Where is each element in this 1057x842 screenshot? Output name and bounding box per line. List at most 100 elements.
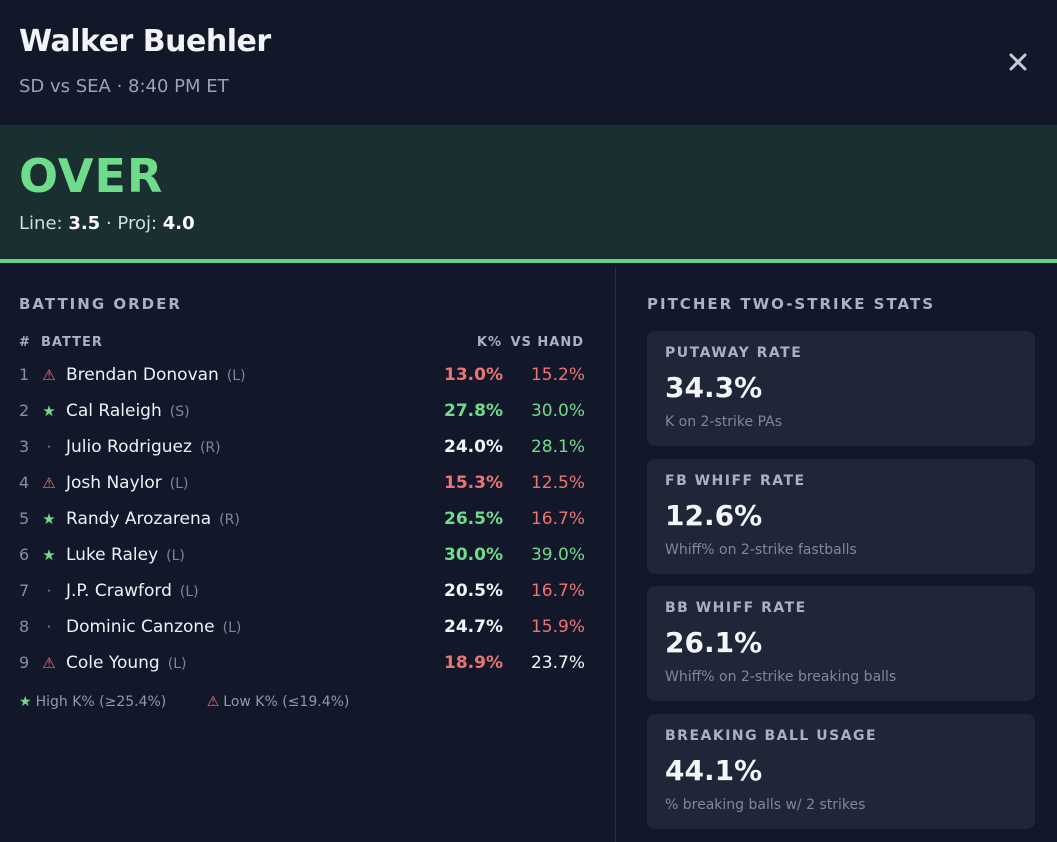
stat-card: BREAKING BALL USAGE 44.1% % breaking balls… [647, 713, 1035, 829]
batter-name-cell: Cal Raleigh (S) [66, 393, 190, 430]
batter-name: Julio Rodriguez [66, 437, 192, 457]
batter-row: 3 · Julio Rodriguez (R) 24.0% 28.1% [0, 429, 616, 465]
batter-name: Josh Naylor [66, 473, 162, 493]
dot-icon: · [46, 582, 52, 600]
col-vs-header: VS HAND [510, 335, 584, 350]
batter-name: J.P. Crawford [66, 581, 172, 601]
warning-icon: ⚠ [206, 694, 220, 710]
vs-hand-rate: 39.0% [530, 545, 585, 565]
batter-row: 6 ★ Luke Raley (L) 30.0% 39.0% [0, 537, 616, 573]
col-num-header: # [19, 335, 31, 350]
legend-low-label: Low K% (≤19.4%) [223, 694, 350, 710]
stat-description: % breaking balls w/ 2 strikes [665, 796, 866, 813]
batter-row: 8 · Dominic Canzone (L) 24.7% 15.9% [0, 609, 616, 645]
batter-name-cell: Josh Naylor (L) [66, 465, 189, 502]
vs-hand-rate: 16.7% [530, 581, 585, 601]
col-k-header: K% [476, 335, 502, 350]
batting-position: 5 [19, 509, 30, 528]
batting-order-title: BATTING ORDER [19, 295, 182, 313]
k-rate: 27.8% [444, 401, 503, 421]
stat-value: 34.3% [665, 371, 763, 404]
legend: ★ High K% (≥25.4%) ⚠ Low K% (≤19.4%) [19, 694, 385, 710]
legend-low: ⚠ Low K% (≤19.4%) [207, 694, 368, 710]
stat-label: PUTAWAY RATE [665, 345, 803, 361]
col-batter-header: BATTER [41, 335, 103, 350]
vs-hand-rate: 15.9% [530, 617, 585, 637]
batting-position: 6 [19, 545, 30, 564]
batter-name-cell: Dominic Canzone (L) [66, 609, 241, 646]
verdict-banner: OVER Line: 3.5 · Proj: 4.0 [0, 125, 1057, 263]
batter-name: Brendan Donovan [66, 365, 219, 385]
stat-value: 26.1% [665, 626, 763, 659]
batter-name: Cole Young [66, 653, 160, 673]
batter-name-cell: Julio Rodriguez (R) [66, 429, 221, 466]
k-rate: 15.3% [444, 473, 503, 493]
stat-card: FB WHIFF RATE 12.6% Whiff% on 2-strike fas… [647, 458, 1035, 574]
batting-position: 2 [19, 401, 30, 420]
batter-hand: (L) [166, 548, 185, 564]
k-rate: 30.0% [444, 545, 503, 565]
modal-header: Walker Buehler SD vs SEA · 8:40 PM ET [0, 0, 1057, 125]
star-icon: ★ [42, 510, 56, 528]
batter-hand: (L) [226, 368, 246, 384]
batter-hand: (L) [167, 656, 187, 672]
batting-position: 4 [19, 473, 30, 492]
k-rate: 18.9% [444, 653, 503, 673]
stat-description: K on 2-strike PAs [665, 414, 782, 430]
batting-order-panel: BATTING ORDER # BATTER K% VS HAND 1 ⚠ Bren… [0, 267, 616, 842]
vs-hand-rate: 28.1% [530, 437, 585, 457]
batter-row: 1 ⚠ Brendan Donovan (L) 13.0% 15.2% [0, 357, 616, 393]
warning-icon: ⚠ [42, 654, 56, 672]
batter-hand: (S) [169, 404, 190, 420]
batter-name: Randy Arozarena [66, 509, 212, 529]
vs-hand-rate: 16.7% [530, 509, 585, 529]
stat-card: PUTAWAY RATE 34.3% K on 2-strike PAs [647, 331, 1035, 446]
star-icon: ★ [19, 694, 32, 710]
k-rate: 24.7% [444, 617, 503, 637]
batter-name-cell: J.P. Crawford (L) [66, 573, 199, 610]
batter-hand: (R) [219, 512, 240, 528]
batter-hand: (L) [222, 620, 242, 636]
star-icon: ★ [42, 546, 56, 564]
stat-description: Whiff% on 2-strike fastballs [665, 541, 857, 558]
warning-icon: ⚠ [42, 366, 56, 384]
batter-name: Dominic Canzone [66, 617, 215, 637]
close-button[interactable] [1000, 44, 1036, 80]
batter-name: Luke Raley [66, 545, 159, 565]
stat-label: BB WHIFF RATE [665, 600, 807, 616]
batting-position: 8 [19, 617, 30, 636]
stat-description: Whiff% on 2-strike breaking balls [665, 669, 897, 685]
batter-hand: (R) [199, 440, 221, 456]
batter-name-cell: Brendan Donovan (L) [66, 357, 246, 394]
batter-name-cell: Randy Arozarena (R) [66, 501, 240, 538]
k-rate: 20.5% [444, 581, 503, 601]
vs-hand-rate: 12.5% [530, 473, 585, 493]
dot-icon: · [46, 618, 52, 636]
batting-position: 1 [19, 365, 30, 384]
batter-name-cell: Cole Young (L) [66, 645, 186, 682]
k-rate: 26.5% [444, 509, 503, 529]
batter-row: 2 ★ Cal Raleigh (S) 27.8% 30.0% [0, 393, 616, 429]
close-icon [1009, 53, 1027, 71]
stat-card: BB WHIFF RATE 26.1% Whiff% on 2-strike bre… [647, 586, 1035, 701]
warning-icon: ⚠ [42, 474, 56, 492]
legend-high: ★ High K% (≥25.4%) [19, 694, 184, 710]
pitcher-stats-title: PITCHER TWO-STRIKE STATS [647, 295, 936, 313]
star-icon: ★ [42, 402, 56, 420]
proj-value: 4.0 [162, 213, 195, 234]
batter-row: 7 · J.P. Crawford (L) 20.5% 16.7% [0, 573, 616, 609]
vs-hand-rate: 23.7% [530, 653, 585, 673]
vs-hand-rate: 15.2% [530, 365, 585, 385]
vs-hand-rate: 30.0% [530, 401, 585, 421]
game-info: SD vs SEA · 8:40 PM ET [19, 76, 229, 97]
batting-position: 9 [19, 653, 30, 672]
batter-name-cell: Luke Raley (L) [66, 537, 185, 574]
line-projection: Line: 3.5 · Proj: 4.0 [19, 213, 195, 234]
stat-label: BREAKING BALL USAGE [665, 727, 878, 744]
pitcher-name: Walker Buehler [19, 24, 271, 59]
k-rate: 13.0% [444, 365, 503, 385]
stat-value: 12.6% [665, 498, 763, 532]
batter-row: 9 ⚠ Cole Young (L) 18.9% 23.7% [0, 645, 616, 681]
batting-position: 7 [19, 581, 30, 600]
line-label: Line: [19, 213, 63, 234]
